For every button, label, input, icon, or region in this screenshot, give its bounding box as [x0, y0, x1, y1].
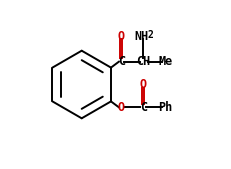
Text: C: C	[140, 101, 147, 114]
Text: NH: NH	[135, 30, 149, 43]
Text: CH: CH	[136, 55, 151, 68]
Text: O: O	[140, 78, 147, 91]
Text: C: C	[118, 55, 125, 68]
Text: O: O	[118, 30, 125, 43]
Text: Ph: Ph	[158, 101, 173, 114]
Text: 2: 2	[147, 30, 153, 41]
Text: Me: Me	[158, 55, 173, 68]
Text: O: O	[118, 101, 125, 114]
